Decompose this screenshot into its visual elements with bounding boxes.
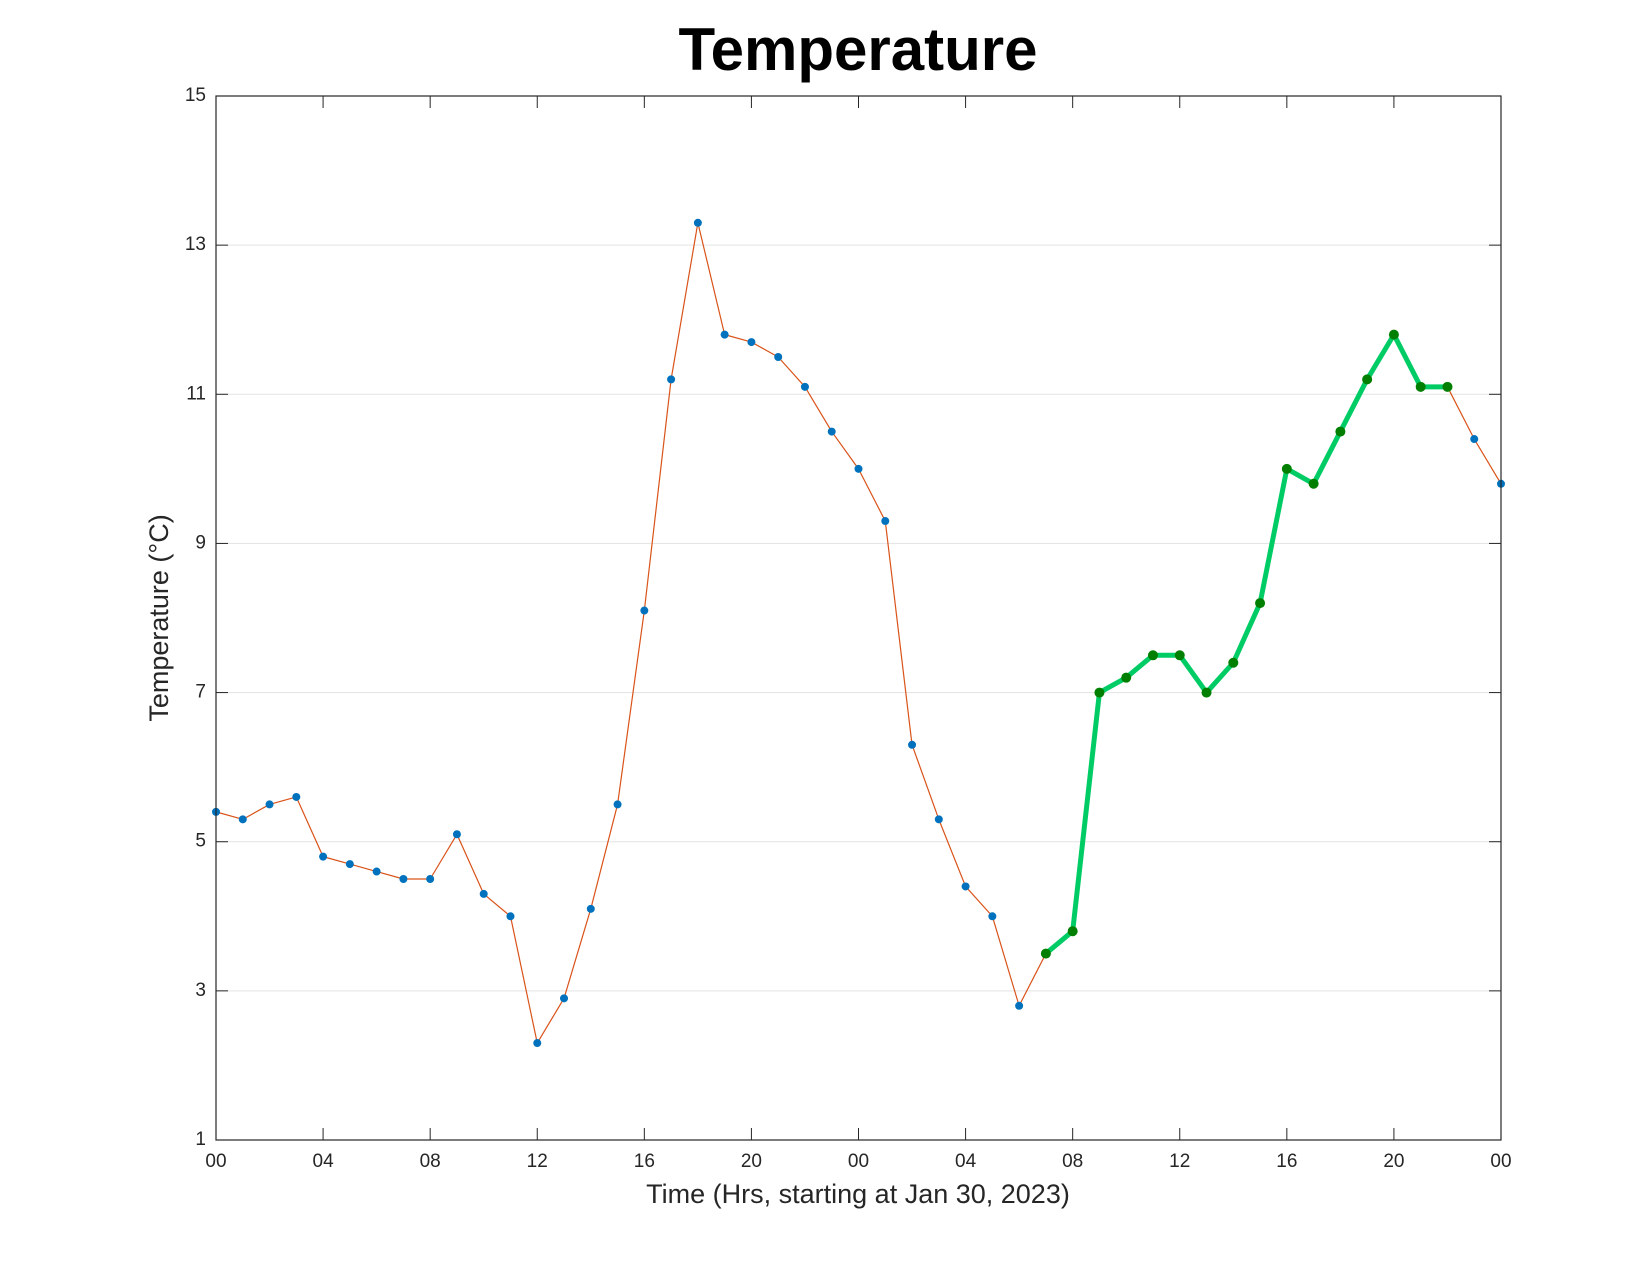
data-point xyxy=(319,852,328,861)
series-line xyxy=(215,222,1502,1044)
data-point xyxy=(1335,426,1346,437)
data-point xyxy=(426,875,435,883)
data-point xyxy=(1388,329,1399,340)
data-point xyxy=(1281,463,1292,474)
data-point xyxy=(479,889,488,898)
data-point xyxy=(1470,435,1479,444)
data-point xyxy=(881,517,890,526)
x-tick-label: 20 xyxy=(741,1151,762,1172)
axes-box xyxy=(215,95,1502,1141)
data-point xyxy=(506,912,515,921)
data-point xyxy=(1442,381,1453,392)
x-tick-label: 00 xyxy=(1490,1151,1511,1172)
y-tick-label: 5 xyxy=(195,831,206,852)
x-tick-label: 16 xyxy=(1276,1151,1297,1172)
grid xyxy=(215,95,1502,1141)
x-tick-label: 12 xyxy=(527,1151,548,1172)
y-tick-label: 9 xyxy=(195,532,206,553)
data-point xyxy=(827,427,836,436)
data-point xyxy=(667,375,676,384)
data-point xyxy=(693,218,702,227)
x-axis-label: Time (Hrs, starting at Jan 30, 2023) xyxy=(646,1179,1070,1209)
data-point xyxy=(372,867,381,876)
series-line xyxy=(1044,332,1448,956)
data-point xyxy=(1121,672,1132,683)
data-point xyxy=(934,815,943,824)
x-tick-label: 00 xyxy=(848,1151,869,1172)
data-point xyxy=(720,330,729,339)
data-point xyxy=(265,800,274,809)
x-tick-label: 16 xyxy=(634,1151,655,1172)
data-point xyxy=(586,904,595,913)
data-point xyxy=(399,875,408,883)
data-point xyxy=(1067,926,1078,937)
y-tick-label: 11 xyxy=(186,383,206,404)
x-tick-label: 08 xyxy=(420,1151,441,1172)
y-tick-label: 3 xyxy=(195,980,206,1001)
x-tick-label: 08 xyxy=(1062,1151,1083,1172)
data-point xyxy=(1228,657,1239,668)
x-tick-label: 04 xyxy=(955,1151,977,1172)
data-point xyxy=(560,994,569,1003)
y-tick-label: 13 xyxy=(185,234,206,255)
chart-title: Temperature xyxy=(678,16,1037,83)
data-point xyxy=(640,606,649,615)
y-tick-label: 7 xyxy=(195,682,206,703)
y-axis-label: Temperature (°C) xyxy=(144,514,174,721)
data-point xyxy=(1015,1001,1024,1010)
data-point xyxy=(1174,650,1185,661)
data-point xyxy=(1201,687,1212,698)
x-tick-label: 04 xyxy=(313,1151,335,1172)
data-point xyxy=(908,740,917,749)
data-point xyxy=(1040,948,1051,959)
data-point xyxy=(774,353,783,361)
y-tick-label: 15 xyxy=(185,85,206,106)
data-point xyxy=(533,1039,542,1048)
data-point xyxy=(1094,687,1105,698)
x-tick-label: 12 xyxy=(1169,1151,1190,1172)
data-point xyxy=(1147,650,1158,661)
data-point xyxy=(238,815,247,824)
y-tick-label: 1 xyxy=(195,1129,206,1150)
data-point xyxy=(747,338,756,347)
plot-area xyxy=(212,218,1505,1048)
data-point xyxy=(1255,598,1266,609)
data-point xyxy=(345,860,354,869)
data-point xyxy=(1308,478,1319,489)
data-point xyxy=(292,792,301,801)
data-point xyxy=(800,382,809,391)
data-point xyxy=(1362,374,1373,385)
data-point xyxy=(988,912,997,921)
data-point xyxy=(961,882,970,891)
x-tick-label: 20 xyxy=(1383,1151,1404,1172)
data-point xyxy=(854,464,863,473)
data-point xyxy=(613,800,622,809)
data-point xyxy=(1415,381,1426,392)
data-point xyxy=(452,830,461,839)
x-tick-label: 00 xyxy=(205,1151,226,1172)
